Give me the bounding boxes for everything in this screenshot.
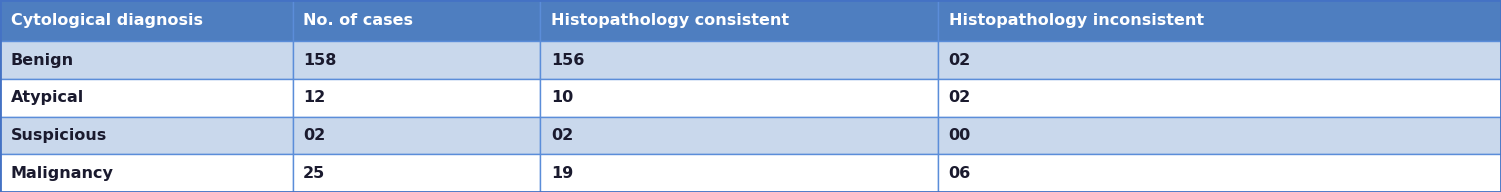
Text: 158: 158 xyxy=(303,53,336,68)
Bar xyxy=(0,41,293,79)
Bar xyxy=(293,0,540,41)
Bar xyxy=(293,117,540,154)
Bar xyxy=(293,154,540,192)
Text: 02: 02 xyxy=(303,128,326,143)
Text: 06: 06 xyxy=(949,166,971,181)
Text: Cytological diagnosis: Cytological diagnosis xyxy=(11,13,203,28)
Text: 12: 12 xyxy=(303,90,326,105)
Text: Suspicious: Suspicious xyxy=(11,128,107,143)
Bar xyxy=(0,117,293,154)
Bar xyxy=(938,154,1501,192)
Text: 02: 02 xyxy=(949,53,971,68)
Bar xyxy=(938,41,1501,79)
Bar xyxy=(938,117,1501,154)
Bar xyxy=(540,0,938,41)
Text: 02: 02 xyxy=(949,90,971,105)
Bar xyxy=(540,154,938,192)
Bar xyxy=(0,154,293,192)
Bar xyxy=(938,0,1501,41)
Bar xyxy=(0,0,293,41)
Text: Malignancy: Malignancy xyxy=(11,166,114,181)
Text: No. of cases: No. of cases xyxy=(303,13,413,28)
Bar xyxy=(293,41,540,79)
Text: Histopathology inconsistent: Histopathology inconsistent xyxy=(949,13,1204,28)
Text: Atypical: Atypical xyxy=(11,90,84,105)
Bar xyxy=(0,79,293,117)
Text: Benign: Benign xyxy=(11,53,74,68)
Text: 156: 156 xyxy=(551,53,584,68)
Text: 00: 00 xyxy=(949,128,971,143)
Text: 25: 25 xyxy=(303,166,326,181)
Text: 02: 02 xyxy=(551,128,573,143)
Bar xyxy=(540,41,938,79)
Bar xyxy=(293,79,540,117)
Bar xyxy=(540,117,938,154)
Text: Histopathology consistent: Histopathology consistent xyxy=(551,13,790,28)
Text: 10: 10 xyxy=(551,90,573,105)
Bar xyxy=(938,79,1501,117)
Bar xyxy=(540,79,938,117)
Text: 19: 19 xyxy=(551,166,573,181)
